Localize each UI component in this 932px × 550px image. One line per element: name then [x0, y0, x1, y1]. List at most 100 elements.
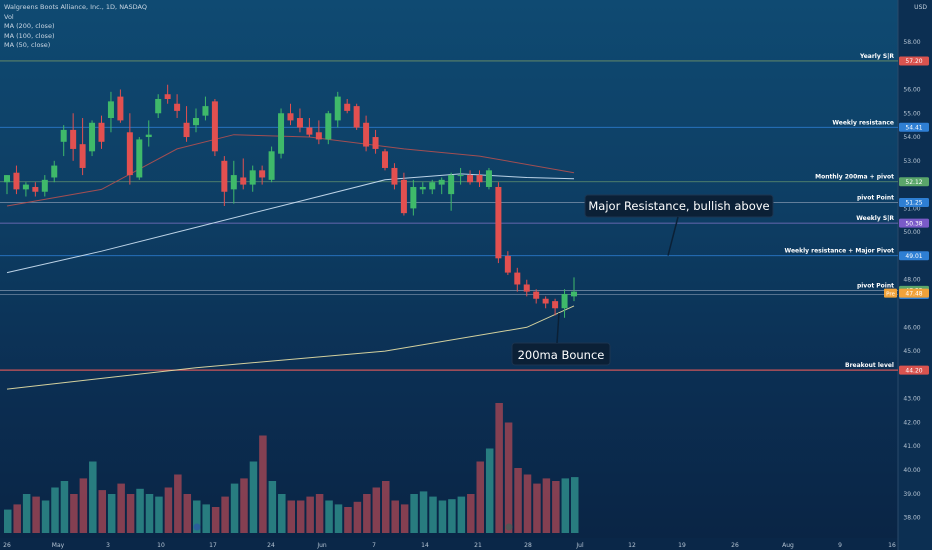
candle-body [13, 172, 20, 190]
price-tick-label: 48.00 [903, 277, 920, 284]
volume-bar [13, 504, 21, 533]
date-tick-label: 12 [628, 542, 636, 549]
volume-bar [523, 474, 532, 533]
volume-bar [230, 483, 239, 533]
dividend-marker-icon [505, 523, 513, 531]
volume-bar [70, 494, 78, 533]
level-label: pivot Point [857, 282, 894, 289]
date-tick-label: 7 [372, 542, 376, 549]
candle-body [164, 94, 171, 99]
candle-body [89, 122, 96, 152]
volume-bar [287, 500, 295, 533]
candle-body [51, 165, 58, 178]
annotation-pointer-resistance [667, 216, 679, 256]
level-badge-value: 52.12 [905, 179, 922, 186]
candle-body [504, 255, 511, 273]
volume-bar [467, 494, 475, 533]
date-tick-label: 21 [474, 542, 482, 549]
level-label: Yearly S|R [859, 53, 894, 60]
volume-bar [353, 501, 362, 533]
date-tick-label: 26 [3, 542, 11, 549]
volume-bar [155, 496, 163, 533]
volume-bar [476, 461, 484, 533]
date-tick-label: 10 [157, 542, 165, 549]
annotation-box-resistance [584, 194, 774, 218]
moving-average-line [6, 173, 575, 274]
candle-body [249, 170, 256, 185]
candle-body [325, 113, 332, 140]
date-tick-label: 3 [106, 542, 110, 549]
candle-body [495, 186, 502, 259]
volume-bar [22, 494, 31, 533]
candle-body [542, 298, 549, 304]
candle-body [126, 132, 133, 176]
candle-body [60, 129, 67, 142]
volume-bar [485, 448, 494, 533]
earnings-marker-icon [193, 523, 201, 531]
level-badge-value: 57.20 [905, 58, 922, 65]
level-label: Monthly 200ma + pivot [815, 174, 894, 181]
date-tick-label: Jul [575, 542, 584, 549]
volume-bar [410, 494, 418, 533]
price-tick-label: 46.00 [903, 324, 920, 331]
volume-bar [240, 478, 248, 533]
candle-body [363, 122, 370, 147]
volume-bar [145, 494, 154, 533]
volume-bar [296, 500, 305, 533]
volume-bar [174, 474, 182, 533]
volume-bar [325, 500, 333, 533]
candle-body [334, 96, 341, 121]
price-tick-label: 39.00 [903, 491, 920, 498]
volume-bar [372, 487, 381, 533]
legend-ma50: MA (50, close) [4, 41, 51, 49]
volume-bar [221, 496, 229, 533]
volume-bar [183, 494, 192, 533]
volume-bar [495, 403, 503, 533]
volume-bar [89, 461, 97, 533]
level-badge-value: 49.01 [905, 253, 922, 260]
annotation-text-resistance: Major Resistance, bullish above [588, 199, 769, 213]
volume-bar [438, 500, 447, 533]
candle-body [4, 175, 10, 183]
candle-body [523, 284, 530, 292]
candle-body [70, 129, 77, 149]
price-tick-label: 43.00 [903, 396, 920, 403]
annotation-text-bounce: 200ma Bounce [518, 348, 605, 362]
volume-bar [391, 500, 399, 533]
level-badge [899, 251, 929, 261]
pre-badge-value: 47.48 [905, 290, 922, 297]
candle-body [561, 293, 568, 309]
volume-bar [136, 488, 144, 533]
candle-body [79, 144, 86, 168]
candle-body [230, 175, 237, 190]
candle-body [98, 122, 105, 142]
price-tick-label: 42.00 [903, 419, 920, 426]
date-tick-label: 9 [838, 542, 842, 549]
candle-body [287, 113, 294, 121]
candle-body [400, 179, 407, 214]
volume-bar [400, 504, 409, 533]
candle-body [107, 101, 114, 119]
candle-body [145, 134, 152, 138]
price-tick-label: 53.00 [903, 158, 920, 165]
chart-title: Walgreens Boots Alliance, Inc., 1D, NASD… [4, 3, 147, 11]
volume-bar [533, 483, 541, 533]
level-badge-value: 44.20 [905, 367, 922, 374]
legend-ma100: MA (100, close) [4, 31, 55, 40]
candle-body [382, 151, 388, 168]
volume-bar [202, 504, 210, 533]
candle-body [410, 186, 417, 209]
candle-body [571, 291, 577, 297]
candle-body [268, 151, 275, 180]
level-badge [899, 365, 929, 375]
price-tick-label: 38.00 [903, 515, 920, 522]
candle-body [183, 122, 190, 138]
price-tick-label: 41.00 [903, 443, 920, 450]
level-badge [899, 56, 929, 66]
level-label: Breakout level [845, 362, 894, 369]
level-badge [899, 177, 929, 187]
pre-badge-price [899, 288, 929, 298]
date-tick-label: 17 [209, 542, 217, 549]
